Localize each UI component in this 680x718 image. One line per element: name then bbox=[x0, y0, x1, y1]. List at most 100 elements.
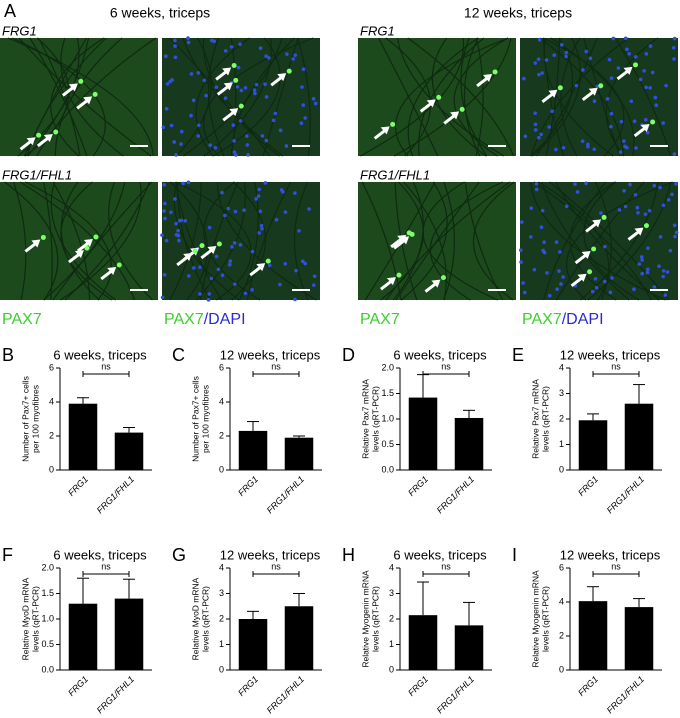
nucleus bbox=[179, 142, 183, 146]
fiber-outline bbox=[38, 37, 81, 157]
nucleus bbox=[227, 262, 232, 267]
fiber-outline bbox=[385, 181, 511, 301]
chart-title: 6 weeks, triceps bbox=[393, 547, 487, 562]
nucleus bbox=[632, 119, 637, 124]
nucleus bbox=[228, 259, 233, 263]
fiber-outline bbox=[203, 181, 261, 301]
fiber-outline bbox=[13, 181, 27, 301]
panel-letter: I bbox=[512, 545, 517, 565]
nucleus bbox=[257, 231, 262, 235]
y-tick-label: 0 bbox=[389, 664, 394, 674]
nucleus bbox=[186, 180, 191, 185]
x-tick-label: FRG1 bbox=[406, 474, 430, 498]
nucleus bbox=[313, 101, 318, 106]
nucleus bbox=[168, 79, 172, 84]
nucleus bbox=[243, 291, 248, 296]
nucleus bbox=[575, 190, 580, 194]
nucleus bbox=[232, 139, 236, 143]
fiber-outline bbox=[60, 181, 100, 301]
nucleus bbox=[639, 255, 644, 259]
nucleus bbox=[253, 91, 257, 96]
nucleus bbox=[169, 123, 174, 128]
fiber-outline bbox=[555, 181, 660, 301]
nucleus bbox=[264, 95, 269, 99]
y-tick-label: 2 bbox=[389, 613, 394, 623]
arrow-head bbox=[640, 123, 650, 132]
x-tick-label: FRG1 bbox=[406, 674, 430, 698]
column-title: 12 weeks, triceps bbox=[464, 5, 572, 21]
nucleus bbox=[312, 274, 317, 279]
nucleus bbox=[661, 203, 666, 208]
significance-label: ns bbox=[101, 361, 111, 371]
nucleus bbox=[160, 295, 165, 300]
nucleus bbox=[661, 121, 665, 125]
fiber-outline bbox=[297, 37, 311, 157]
nucleus bbox=[550, 109, 554, 113]
pax7-cell bbox=[557, 85, 563, 91]
stain-label: PAX7/DAPI bbox=[522, 311, 604, 328]
y-tick-label: 6 bbox=[219, 362, 224, 372]
nucleus bbox=[610, 276, 614, 280]
arrow-head bbox=[380, 126, 390, 135]
nucleus bbox=[552, 53, 557, 57]
nucleus bbox=[672, 152, 677, 156]
fiber-outline bbox=[202, 37, 280, 157]
fiber-outline bbox=[538, 181, 610, 301]
nucleus bbox=[559, 282, 563, 286]
column-title: 6 weeks, triceps bbox=[110, 5, 210, 21]
fiber-outline bbox=[530, 181, 666, 301]
fiber-outline bbox=[43, 181, 53, 301]
nucleus bbox=[252, 88, 257, 92]
nucleus bbox=[623, 204, 628, 209]
panel-letter: E bbox=[512, 345, 524, 365]
y-tick-label: 4 bbox=[559, 362, 564, 372]
nucleus bbox=[537, 37, 542, 42]
bar bbox=[114, 598, 144, 670]
nucleus bbox=[644, 52, 649, 56]
nucleus bbox=[209, 276, 214, 281]
nucleus bbox=[260, 134, 265, 138]
y-tick-label: 0.5 bbox=[41, 639, 54, 649]
nucleus bbox=[539, 225, 544, 230]
nucleus bbox=[558, 250, 562, 254]
nucleus bbox=[300, 259, 305, 264]
nucleus bbox=[311, 96, 316, 101]
panel-letter: D bbox=[342, 345, 355, 365]
nucleus bbox=[607, 57, 612, 62]
nucleus bbox=[233, 209, 238, 214]
pax7-cell bbox=[40, 234, 46, 240]
fiber-outline bbox=[407, 37, 479, 157]
nucleus bbox=[616, 66, 621, 70]
y-tick-label: 6 bbox=[559, 562, 564, 572]
nucleus bbox=[645, 130, 650, 135]
x-tick-label: FRG1/FHL1 bbox=[95, 474, 136, 515]
nucleus bbox=[625, 145, 629, 150]
nucleus bbox=[307, 207, 311, 211]
significance-label: ns bbox=[101, 561, 111, 571]
significance-label: ns bbox=[611, 561, 621, 571]
arrow-head bbox=[548, 89, 558, 98]
nucleus bbox=[263, 82, 267, 86]
fiber-outline bbox=[262, 37, 299, 157]
pax7-cell bbox=[36, 132, 42, 138]
nucleus bbox=[303, 116, 308, 120]
fiber-outline bbox=[443, 181, 455, 301]
nucleus bbox=[183, 219, 188, 223]
pax7-cell bbox=[601, 214, 607, 220]
nucleus bbox=[196, 123, 201, 128]
pax7-cell bbox=[459, 106, 465, 112]
nucleus bbox=[189, 113, 193, 118]
x-tick-label: FRG1/FHL1 bbox=[435, 674, 476, 715]
fiber-outline bbox=[550, 37, 635, 157]
nucleus bbox=[173, 197, 177, 201]
pax7-cell bbox=[492, 69, 498, 75]
fiber-outline bbox=[36, 37, 157, 157]
x-tick-label: FRG1/FHL1 bbox=[435, 474, 476, 515]
nucleus bbox=[179, 129, 184, 134]
nucleus bbox=[581, 68, 585, 72]
y-axis-label: Relative Myogenin mRNA bbox=[530, 570, 540, 668]
y-tick-label: 1 bbox=[219, 639, 224, 649]
fiber-outline bbox=[7, 37, 154, 157]
nucleus bbox=[229, 45, 234, 49]
y-axis-label: Relative Myogenin mRNA bbox=[360, 570, 370, 668]
